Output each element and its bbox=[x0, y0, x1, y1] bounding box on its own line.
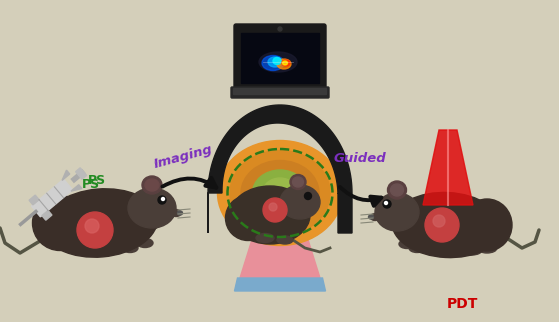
Circle shape bbox=[269, 203, 277, 211]
Circle shape bbox=[158, 196, 166, 204]
Ellipse shape bbox=[259, 52, 297, 72]
Ellipse shape bbox=[171, 210, 181, 216]
Ellipse shape bbox=[371, 213, 380, 221]
Ellipse shape bbox=[277, 236, 293, 244]
Polygon shape bbox=[75, 168, 87, 179]
Circle shape bbox=[433, 215, 445, 227]
Polygon shape bbox=[423, 130, 473, 205]
Circle shape bbox=[278, 27, 282, 31]
FancyBboxPatch shape bbox=[234, 89, 326, 94]
Ellipse shape bbox=[128, 188, 176, 228]
Polygon shape bbox=[31, 179, 73, 217]
FancyBboxPatch shape bbox=[234, 24, 326, 90]
Ellipse shape bbox=[79, 245, 101, 255]
Ellipse shape bbox=[292, 177, 304, 187]
Circle shape bbox=[162, 197, 164, 201]
Polygon shape bbox=[71, 185, 82, 191]
Ellipse shape bbox=[273, 58, 281, 64]
Ellipse shape bbox=[59, 241, 81, 251]
Polygon shape bbox=[29, 195, 39, 205]
Ellipse shape bbox=[282, 60, 290, 66]
Circle shape bbox=[383, 200, 391, 208]
FancyBboxPatch shape bbox=[241, 33, 319, 83]
Ellipse shape bbox=[263, 178, 297, 208]
Text: Imaging: Imaging bbox=[152, 143, 214, 171]
Circle shape bbox=[77, 212, 113, 248]
Ellipse shape bbox=[142, 176, 162, 194]
Polygon shape bbox=[234, 278, 325, 291]
Ellipse shape bbox=[230, 150, 330, 235]
Polygon shape bbox=[62, 170, 70, 180]
Ellipse shape bbox=[137, 239, 153, 248]
Ellipse shape bbox=[392, 193, 502, 258]
Circle shape bbox=[385, 202, 387, 204]
Ellipse shape bbox=[178, 211, 182, 215]
Circle shape bbox=[263, 198, 287, 222]
Polygon shape bbox=[238, 230, 323, 286]
Ellipse shape bbox=[282, 61, 287, 65]
Polygon shape bbox=[208, 105, 352, 233]
Ellipse shape bbox=[280, 185, 320, 219]
Text: Guided: Guided bbox=[334, 152, 386, 165]
Ellipse shape bbox=[262, 55, 284, 71]
Ellipse shape bbox=[462, 245, 482, 255]
Ellipse shape bbox=[290, 175, 306, 190]
Ellipse shape bbox=[253, 170, 307, 216]
Ellipse shape bbox=[409, 243, 425, 252]
Ellipse shape bbox=[230, 186, 310, 244]
Ellipse shape bbox=[368, 215, 373, 219]
Ellipse shape bbox=[477, 243, 497, 253]
Ellipse shape bbox=[225, 195, 271, 241]
Ellipse shape bbox=[387, 181, 406, 199]
FancyBboxPatch shape bbox=[231, 87, 329, 98]
Ellipse shape bbox=[385, 199, 425, 231]
Ellipse shape bbox=[268, 57, 282, 67]
Ellipse shape bbox=[217, 140, 343, 245]
Ellipse shape bbox=[399, 240, 415, 249]
Ellipse shape bbox=[122, 243, 138, 252]
Circle shape bbox=[425, 208, 459, 242]
Text: PS: PS bbox=[82, 178, 100, 191]
Ellipse shape bbox=[256, 233, 274, 242]
Ellipse shape bbox=[277, 59, 291, 69]
Polygon shape bbox=[42, 211, 52, 220]
Circle shape bbox=[305, 193, 311, 200]
Ellipse shape bbox=[462, 199, 512, 251]
Ellipse shape bbox=[375, 193, 419, 231]
Text: PS: PS bbox=[88, 174, 106, 187]
Ellipse shape bbox=[42, 189, 157, 257]
Ellipse shape bbox=[32, 195, 88, 251]
Ellipse shape bbox=[241, 160, 319, 225]
Ellipse shape bbox=[124, 195, 166, 231]
Circle shape bbox=[85, 219, 99, 233]
Polygon shape bbox=[423, 130, 473, 205]
Ellipse shape bbox=[145, 179, 159, 191]
Ellipse shape bbox=[391, 184, 404, 196]
Text: PDT: PDT bbox=[446, 297, 478, 311]
